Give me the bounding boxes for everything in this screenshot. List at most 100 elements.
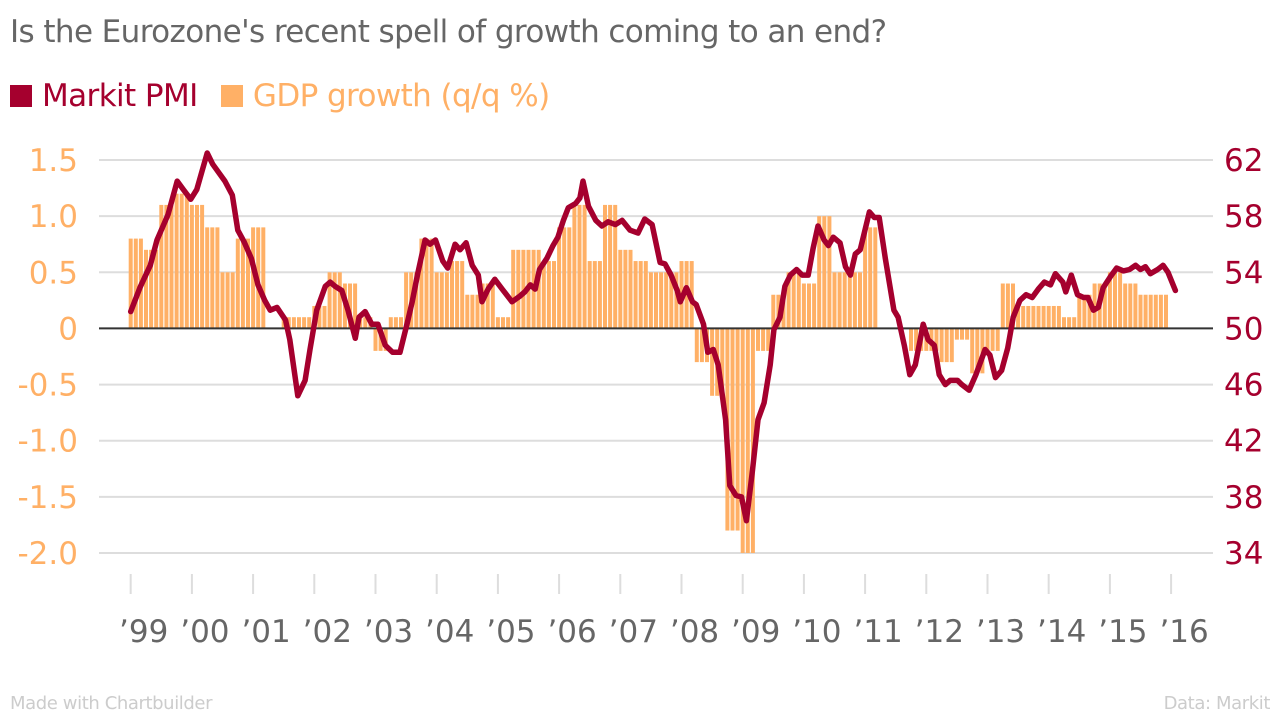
gdp-bar — [863, 227, 868, 329]
legend-swatch-gdp — [220, 85, 243, 107]
gdp-bar — [444, 272, 449, 329]
x-tick-label: ’07 — [609, 614, 658, 650]
x-tick-label: ’99 — [119, 614, 168, 650]
gdp-bar — [618, 249, 623, 329]
gdp-bar — [1087, 294, 1092, 329]
gdp-bar — [638, 261, 643, 329]
gdp-bar — [1164, 294, 1168, 329]
gdp-bar — [812, 283, 817, 329]
gdp-bar — [1031, 305, 1036, 329]
gdp-bar — [240, 238, 245, 329]
gdp-bar — [1133, 283, 1138, 329]
gdp-bar — [761, 328, 766, 351]
gdp-bar — [246, 238, 250, 329]
gdp-bar — [460, 261, 465, 329]
gdp-bar — [174, 193, 179, 329]
gdp-bar — [1082, 294, 1087, 329]
x-axis: ’99 ’00 ’01 ’02 ’03 ’04 ’05 ’06 ’07 ’08 ’09 ’10 ’11 ’… — [119, 574, 1209, 650]
x-tick-label: ’06 — [547, 614, 596, 650]
gdp-bar — [786, 272, 791, 329]
gdp-bar — [450, 261, 454, 329]
gdp-bar — [801, 283, 806, 329]
gdp-bar — [348, 283, 352, 329]
gdp-bar — [577, 204, 582, 329]
gdp-bar — [485, 283, 490, 329]
gdp-bar — [796, 272, 801, 329]
gdp-bar — [434, 272, 439, 329]
gdp-bar — [480, 283, 485, 329]
x-tick-label: ’11 — [853, 614, 902, 650]
gdp-bar — [1041, 305, 1046, 329]
gdp-bar — [1036, 305, 1041, 329]
gdp-bar — [837, 272, 842, 329]
gdp-bar — [506, 317, 511, 329]
legend-item-gdp: GDP growth (q/q %) — [220, 78, 550, 114]
gdp-bar — [327, 272, 332, 329]
gdp-bar — [572, 204, 577, 329]
gdp-bar — [133, 238, 138, 329]
gdp-bar — [169, 204, 174, 329]
gdp-bars — [128, 193, 1168, 553]
gdp-bar — [1000, 283, 1005, 329]
x-tick-label: ’04 — [425, 614, 474, 650]
gdp-bar — [847, 272, 852, 329]
gdp-bar — [858, 272, 862, 329]
gdp-bar — [363, 317, 368, 329]
gdp-bar — [1148, 294, 1153, 329]
gdp-bar — [827, 216, 832, 329]
gdp-bar — [633, 261, 638, 329]
gdp-bar — [949, 328, 954, 363]
gdp-bar — [205, 227, 210, 329]
gdp-bar — [592, 261, 597, 329]
gdp-bar — [179, 193, 184, 329]
right-axis-labels: 62 58 54 50 46 42 38 34 — [1224, 143, 1263, 572]
gdp-bar — [659, 272, 664, 329]
right-tick-label: 58 — [1224, 199, 1263, 235]
left-tick-label: 0 — [58, 311, 78, 347]
gdp-bar — [740, 328, 745, 553]
gdp-bar — [1077, 294, 1082, 329]
gdp-bar — [613, 204, 618, 329]
x-tick-label: ’09 — [731, 614, 780, 650]
gdp-bar — [766, 328, 771, 351]
gdp-bar — [623, 249, 628, 329]
gdp-bar — [608, 204, 613, 329]
chart-title: Is the Eurozone's recent spell of growth… — [10, 14, 887, 50]
left-tick-label: 1.5 — [29, 143, 78, 179]
gdp-bar — [490, 283, 495, 329]
left-tick-label: -1.0 — [18, 424, 79, 460]
gdp-bar — [745, 328, 750, 553]
gdp-bar — [291, 317, 296, 329]
gdp-bar — [557, 227, 562, 329]
gdp-bar — [424, 238, 429, 329]
gdp-bar — [317, 305, 322, 329]
right-tick-label: 42 — [1224, 424, 1263, 460]
gdp-bar — [429, 238, 434, 329]
gdp-bar — [954, 328, 959, 340]
gdp-bar — [337, 272, 342, 329]
gdp-bar — [756, 328, 760, 351]
gdp-bar — [393, 317, 398, 329]
gdp-bar — [699, 328, 704, 363]
gdp-bar — [970, 328, 975, 374]
gdp-bar — [322, 305, 327, 329]
gdp-bar — [975, 328, 980, 374]
gdp-bar — [210, 227, 215, 329]
x-tick-label: ’01 — [241, 614, 290, 650]
gdp-bar — [822, 216, 827, 329]
gdp-bar — [730, 328, 735, 531]
gridlines — [99, 159, 1213, 554]
right-tick-label: 46 — [1224, 368, 1263, 404]
x-tick-label: ’15 — [1098, 614, 1147, 650]
gdp-bar — [960, 328, 964, 340]
gdp-bar — [235, 238, 240, 329]
gdp-bar — [1118, 272, 1123, 329]
pmi-line-group — [127, 150, 1179, 524]
gdp-bar — [297, 317, 301, 329]
gdp-bar — [1026, 305, 1031, 329]
gdp-bar — [643, 261, 648, 329]
gdp-bar — [1153, 294, 1158, 329]
gdp-bar — [184, 193, 189, 329]
gdp-bar — [1113, 272, 1117, 329]
